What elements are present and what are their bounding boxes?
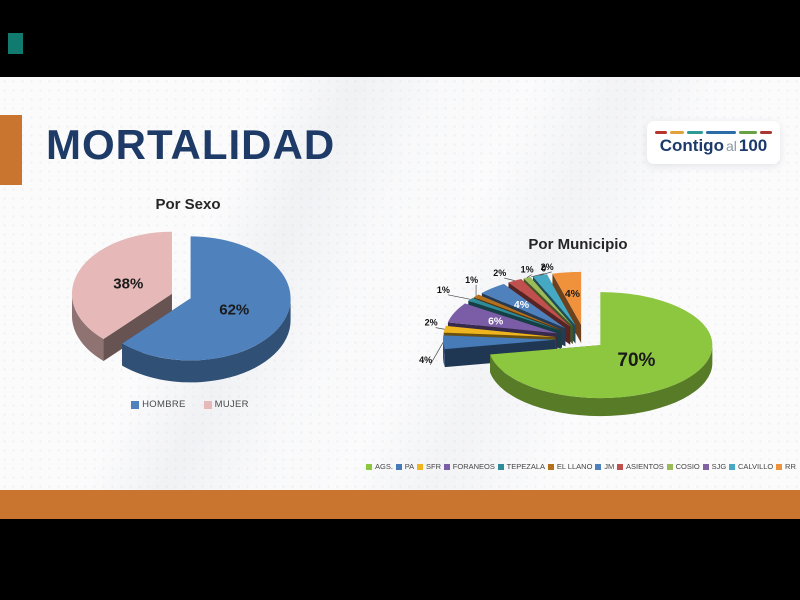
svg-text:0: 0 bbox=[541, 264, 546, 274]
logo-dashes bbox=[655, 131, 772, 134]
legend-item-pa: PA bbox=[395, 462, 415, 471]
por-sexo-legend: HOMBRE MUJER bbox=[35, 399, 345, 410]
svg-text:4%: 4% bbox=[419, 355, 432, 365]
por-sexo-pie-chart: 62% 38% bbox=[71, 231, 291, 383]
logo-text: Contigo al 100 bbox=[660, 137, 767, 154]
legend-label: MUJER bbox=[214, 399, 249, 410]
logo-dash bbox=[670, 131, 684, 134]
legend-swatch bbox=[728, 463, 735, 470]
legend-label: CALVILLO bbox=[737, 462, 774, 471]
logo-dash bbox=[739, 131, 757, 134]
svg-text:4%: 4% bbox=[514, 299, 530, 311]
legend-label: COSIO bbox=[675, 462, 700, 471]
legend-label: AGS. bbox=[375, 462, 393, 471]
chart-title-por-sexo: Por Sexo bbox=[155, 196, 221, 213]
legend-item-cosio: COSIO bbox=[666, 462, 700, 471]
legend-item-asientos: ASIENTOS bbox=[617, 462, 664, 471]
svg-text:38%: 38% bbox=[113, 275, 143, 292]
corner-marker bbox=[8, 33, 23, 54]
logo-text-light: al bbox=[725, 138, 737, 154]
svg-text:2%: 2% bbox=[541, 262, 554, 272]
logo-dash bbox=[687, 131, 703, 134]
legend-swatch bbox=[443, 463, 450, 470]
logo-dash bbox=[760, 131, 772, 134]
chart-title-por-municipio: Por Municipio bbox=[528, 236, 628, 253]
legend-item-tepezala: TEPEZALA bbox=[497, 462, 546, 471]
legend-label: RR bbox=[785, 462, 796, 471]
legend-item-foraneos: FORANEOS bbox=[443, 462, 495, 471]
legend-item-sjg: SJG bbox=[702, 462, 727, 471]
page-title: MORTALIDAD bbox=[46, 121, 336, 168]
legend-swatch bbox=[203, 400, 212, 409]
logo-text-bold-1: Contigo bbox=[659, 136, 724, 155]
legend-label: HOMBRE bbox=[142, 399, 186, 410]
legend-swatch bbox=[776, 463, 783, 470]
svg-text:1%: 1% bbox=[465, 275, 478, 285]
legend-swatch bbox=[497, 463, 504, 470]
legend-swatch bbox=[395, 463, 402, 470]
legend-item-jm: JM bbox=[595, 462, 614, 471]
svg-text:1%: 1% bbox=[437, 285, 450, 295]
legend-item-hombre: HOMBRE bbox=[131, 399, 186, 410]
legend-swatch bbox=[366, 463, 372, 470]
legend-item-mujer: MUJER bbox=[203, 399, 249, 410]
legend-swatch bbox=[617, 463, 623, 470]
svg-text:62%: 62% bbox=[219, 301, 249, 318]
legend-label: ASIENTOS bbox=[626, 462, 664, 471]
logo-text-bold-2: 100 bbox=[738, 136, 768, 155]
legend-swatch bbox=[131, 400, 140, 409]
svg-text:4%: 4% bbox=[565, 288, 581, 300]
svg-text:2%: 2% bbox=[425, 318, 438, 328]
legend-label: EL LLANO bbox=[556, 462, 593, 471]
legend-label: TEPEZALA bbox=[506, 462, 546, 471]
legend-label: PA bbox=[404, 462, 415, 471]
por-municipio-legend: AGS. PA SFR FORANEOS TEPEZALA EL LLANO JM ASIEN… bbox=[366, 462, 796, 471]
svg-text:6%: 6% bbox=[488, 316, 504, 328]
legend-item-rr: RR bbox=[776, 462, 796, 471]
legend-item-el-llano: EL LLANO bbox=[547, 462, 593, 471]
svg-text:70%: 70% bbox=[617, 350, 655, 371]
legend-item-calvillo: CALVILLO bbox=[728, 462, 774, 471]
legend-item-sfr: SFR bbox=[416, 462, 441, 471]
legend-label: JM bbox=[604, 462, 615, 471]
svg-text:2%: 2% bbox=[493, 268, 506, 278]
legend-swatch bbox=[547, 463, 554, 470]
bottom-accent-bar bbox=[0, 490, 800, 519]
legend-swatch bbox=[702, 463, 709, 470]
svg-text:1%: 1% bbox=[521, 265, 534, 275]
legend-label: FORANEOS bbox=[452, 462, 495, 471]
legend-label: SFR bbox=[425, 462, 441, 471]
logo-contigo-al-100: Contigo al 100 bbox=[647, 121, 780, 164]
logo-dash bbox=[706, 131, 736, 134]
legend-swatch bbox=[416, 463, 423, 470]
logo-dash bbox=[655, 131, 667, 134]
legend-swatch bbox=[666, 463, 673, 470]
left-accent-bar bbox=[0, 115, 22, 185]
legend-label: SJG bbox=[711, 462, 727, 471]
por-municipio-pie-chart: 70%4%2% 6%1%1%4%2% 1% 02%4% bbox=[419, 262, 713, 417]
legend-swatch bbox=[595, 463, 602, 470]
legend-item-ags-: AGS. bbox=[366, 462, 393, 471]
